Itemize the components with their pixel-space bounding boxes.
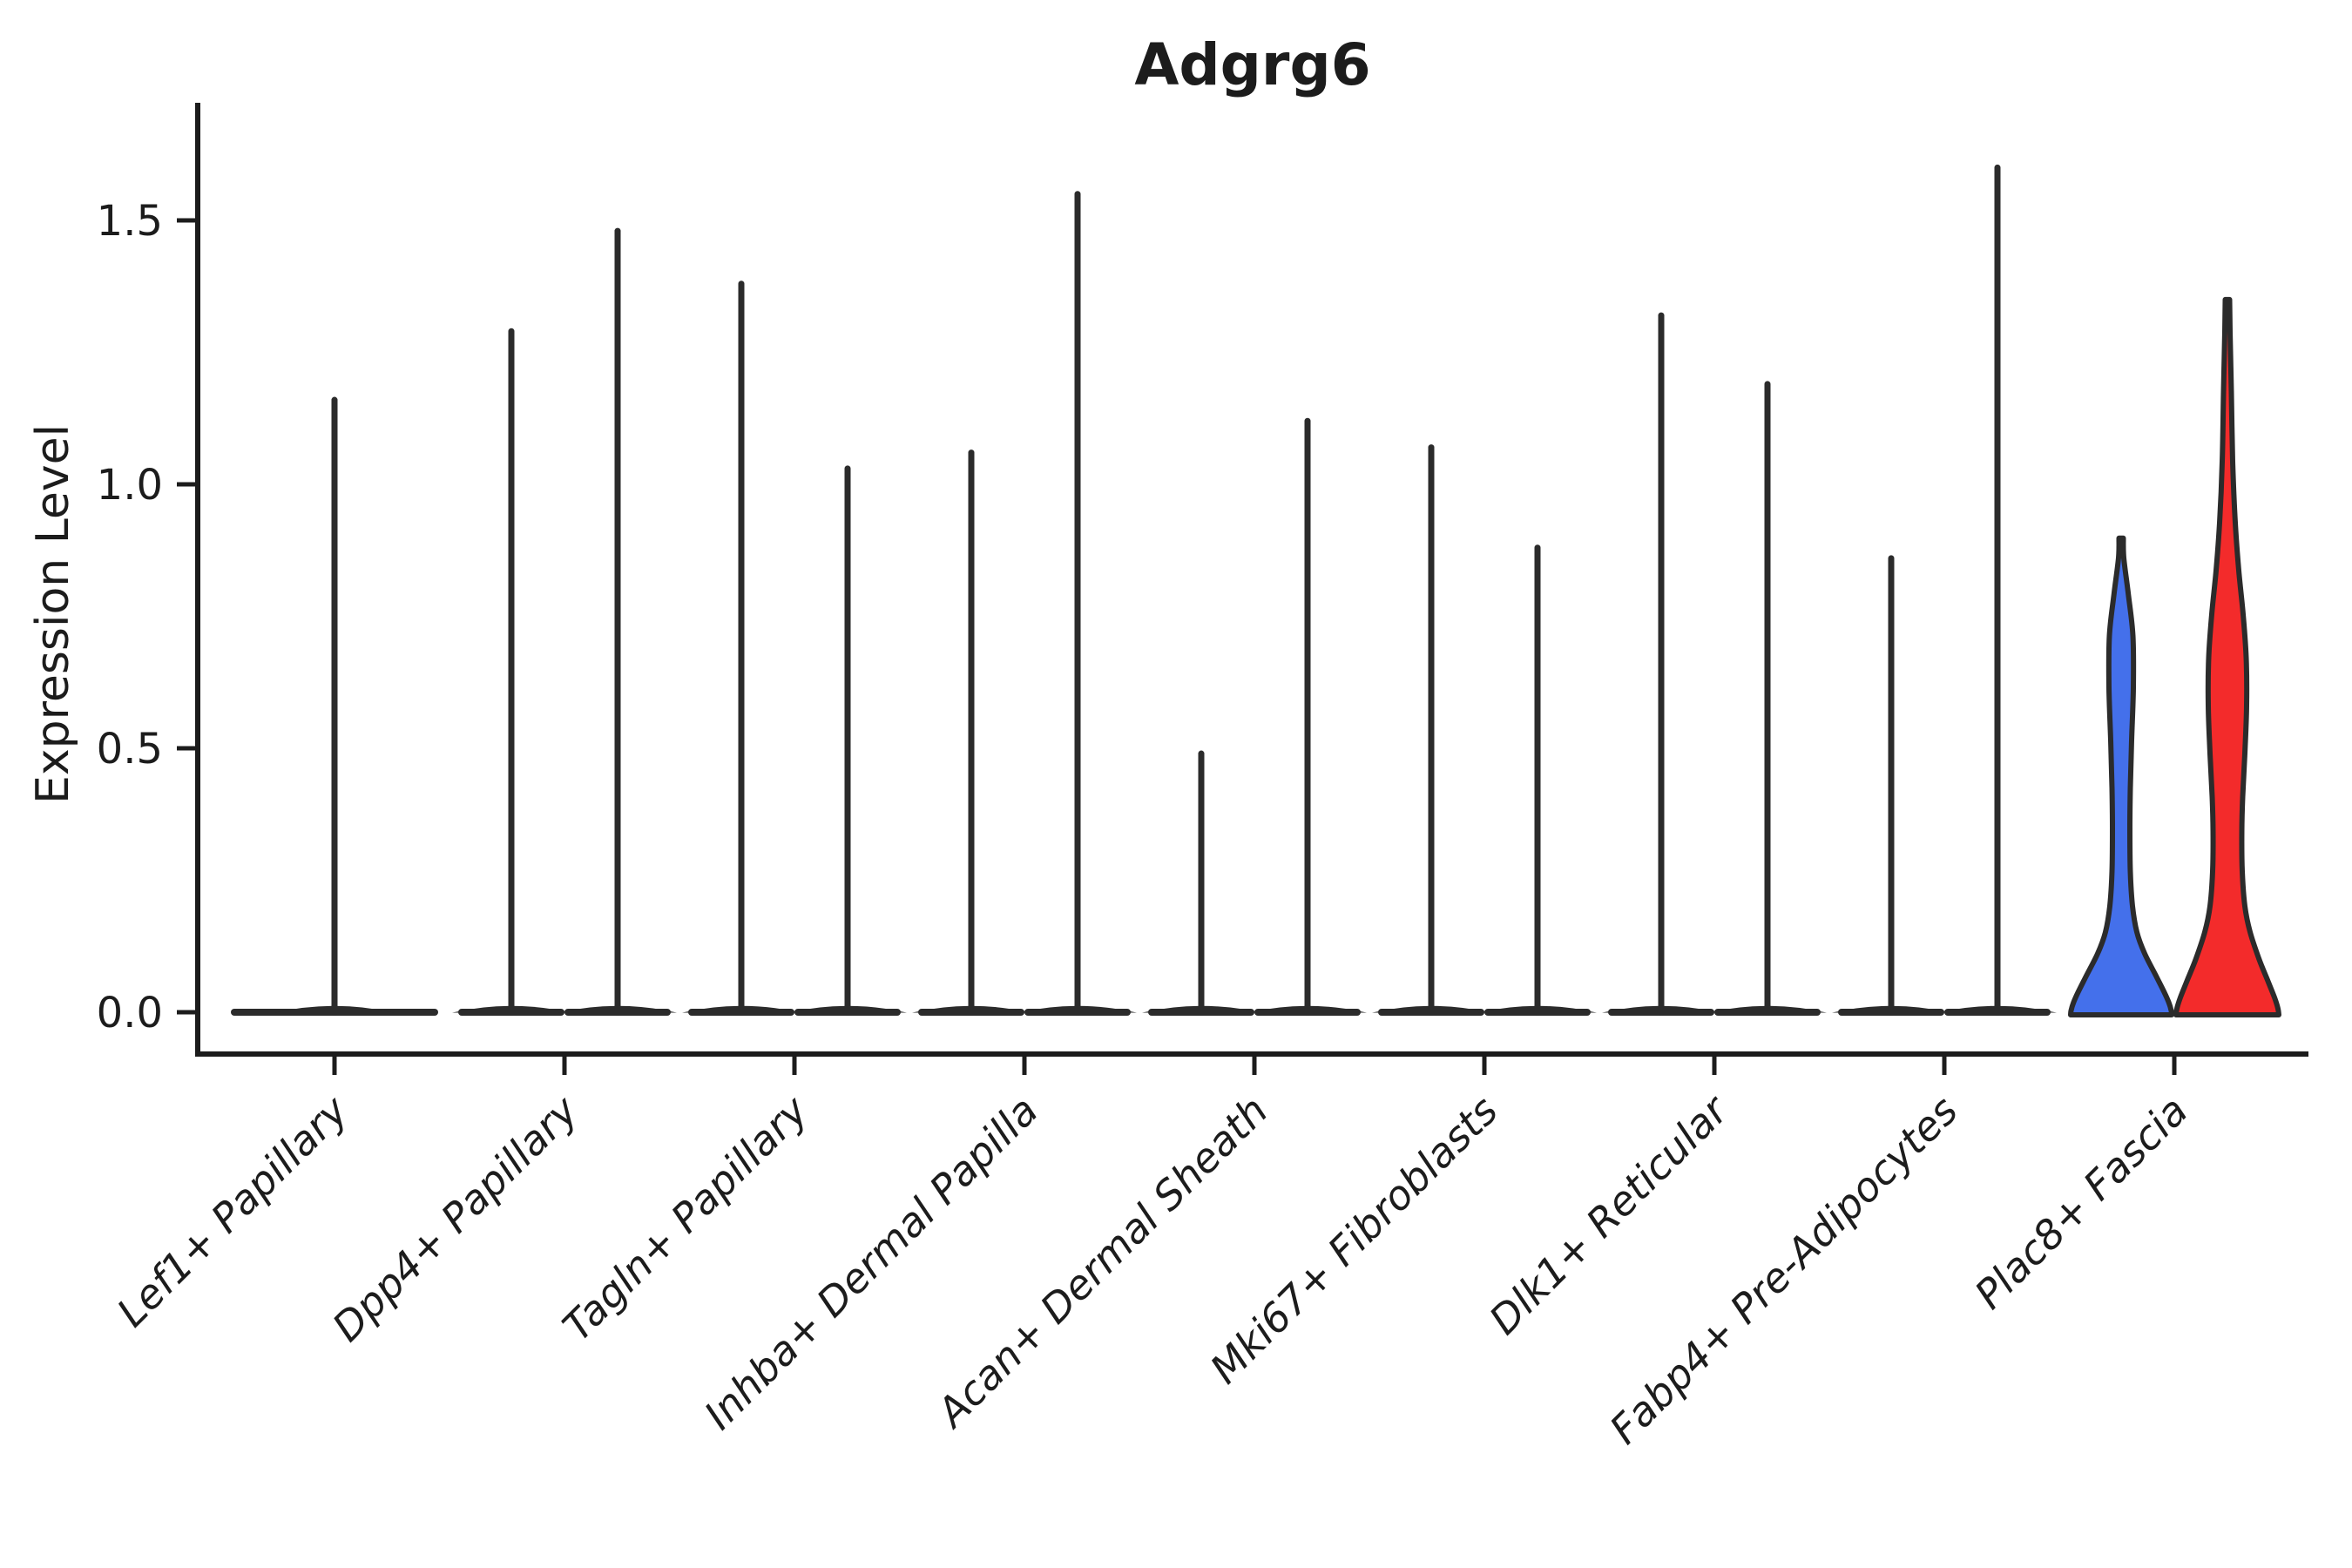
x-tick-label-7: Dlk1+ Reticular [1480,1085,1739,1343]
violin-5-right [1478,544,1597,1016]
violin-5-left [1372,444,1490,1016]
violin-body [2068,535,2174,1017]
x-tick-label-2: Dpp4+ Papillary [323,1086,587,1350]
x-tick-label-3: Tagln+ Papillary [553,1086,817,1350]
chart-title: Adgrg6 [1134,31,1370,98]
violin-body [2173,296,2281,1017]
violin-6-right [1708,381,1827,1016]
violin-6-left [1602,312,1720,1016]
y-tick-label: 0.0 [97,989,163,1037]
violin-2-right [788,465,907,1016]
y-axis-label: Expression Level [27,424,79,804]
y-tick-label: 1.0 [97,461,163,510]
x-tick-label-1: Lef1+ Papillary [108,1086,357,1335]
y-tick-labels: 0.0 0.5 1.0 1.5 [97,197,163,1037]
violin-1-right [558,227,677,1016]
violin-8-left [2068,535,2174,1017]
violin-7-left [1832,555,1950,1016]
violin-4-right [1248,417,1367,1016]
violin-0-center [231,396,438,1016]
violin-7-right [1938,164,2057,1016]
y-tick-label: 1.5 [97,197,163,246]
x-tick-label-9: Plac8+ Fascia [1965,1087,2196,1318]
violin-1-left [452,328,571,1016]
violin-2-left [682,280,801,1016]
violin-8-right [2173,296,2281,1017]
violin-3-left [912,449,1031,1016]
violins-layer [231,164,2281,1017]
y-tick-label: 0.5 [97,725,163,774]
axes [177,103,2308,1075]
violin-4-left [1142,750,1260,1016]
violin-3-right [1018,191,1137,1016]
